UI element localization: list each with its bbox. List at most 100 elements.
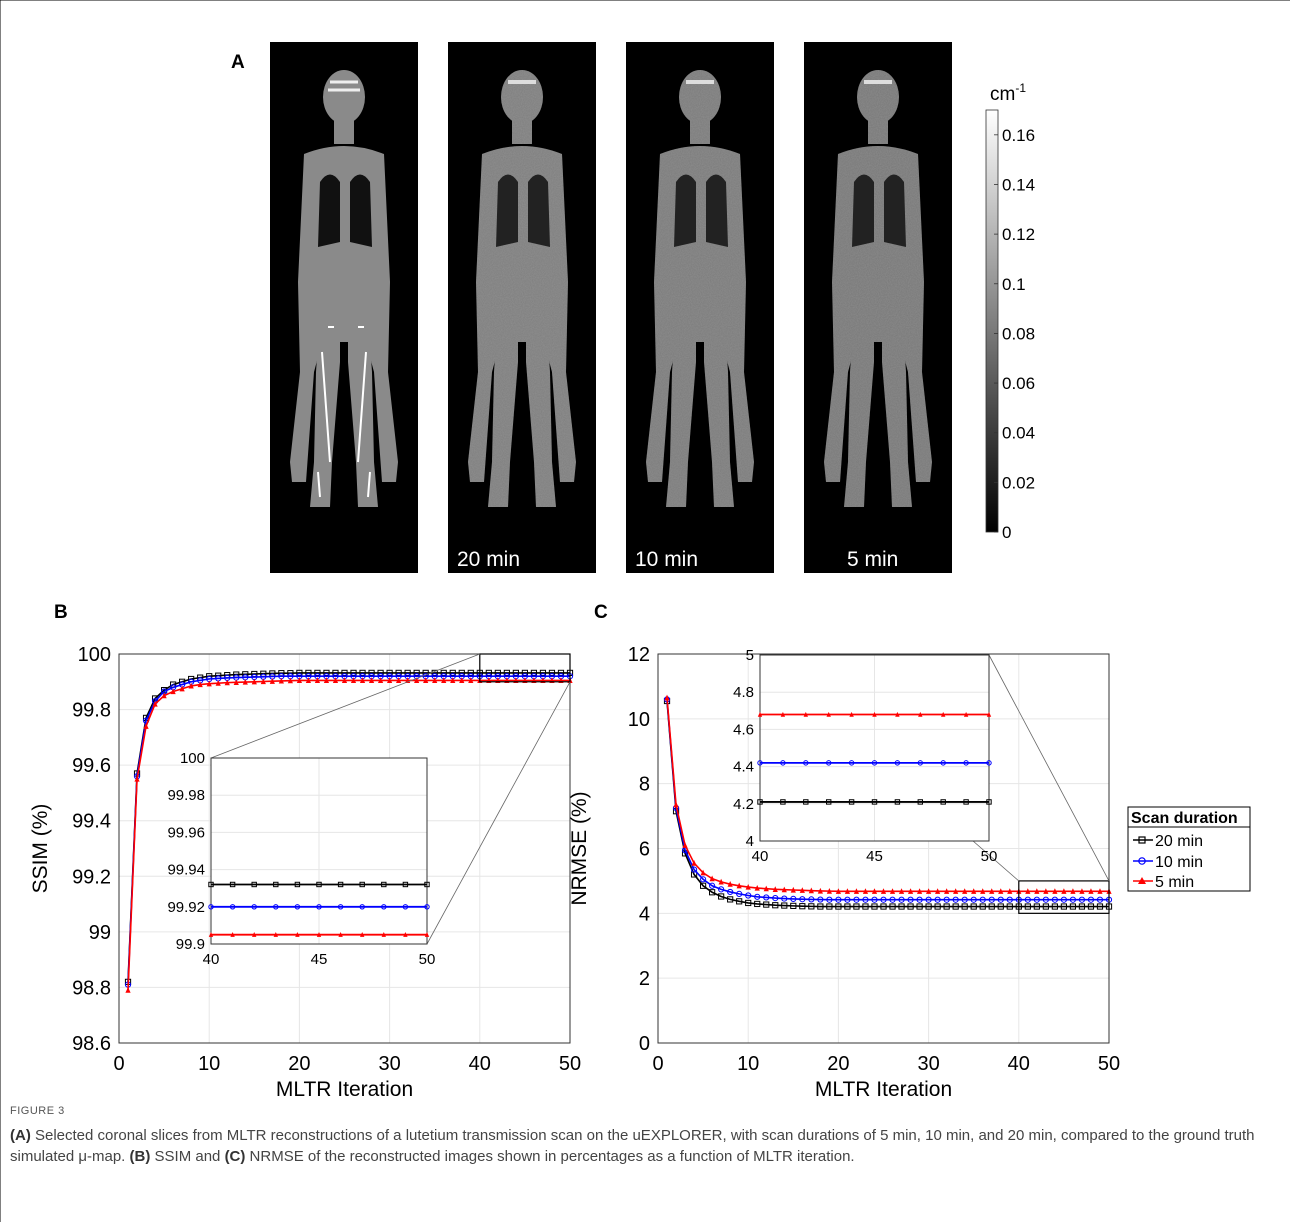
data-point xyxy=(727,888,734,896)
data-point xyxy=(898,903,905,910)
x-tick-label: 10 xyxy=(737,1053,759,1075)
data-point xyxy=(341,677,348,683)
data-point xyxy=(871,760,878,766)
data-point xyxy=(961,896,968,903)
y-tick-label: 12 xyxy=(628,644,650,666)
data-point xyxy=(826,888,832,894)
y-tick-label: 99.8 xyxy=(72,700,111,722)
y-tick-label: 2 xyxy=(639,968,650,990)
data-point xyxy=(1006,896,1013,903)
data-point xyxy=(817,887,823,894)
x-axis-label: MLTR Iteration xyxy=(276,1078,413,1101)
data-point xyxy=(757,799,763,805)
legend-entry-20-min: 20 min xyxy=(1133,833,1203,850)
data-point xyxy=(889,896,896,903)
data-point xyxy=(360,932,365,937)
data-point xyxy=(862,896,869,903)
data-point xyxy=(986,711,992,717)
data-point xyxy=(1007,888,1013,894)
data-point xyxy=(402,904,409,910)
data-point xyxy=(242,678,248,685)
inset-border xyxy=(210,757,428,945)
data-point xyxy=(1088,888,1094,894)
data-point xyxy=(926,888,932,894)
inset-y-tick-label: 99.9 xyxy=(176,936,205,953)
data-point xyxy=(961,903,968,910)
colorbar-unit: cm-1 xyxy=(990,81,1026,105)
image-label-2: 10 min xyxy=(635,548,698,571)
data-point xyxy=(907,888,914,894)
data-point xyxy=(700,882,707,889)
data-point xyxy=(952,896,959,903)
data-point xyxy=(880,896,887,903)
data-point xyxy=(780,760,786,766)
data-point xyxy=(278,677,284,684)
panel-a-images: 20 min 10 min 5 min xyxy=(270,42,952,573)
data-point xyxy=(889,888,896,894)
data-point xyxy=(835,888,841,894)
data-point xyxy=(432,677,438,683)
series-line-5-min xyxy=(127,679,570,991)
data-point xyxy=(359,881,365,888)
x-tick-label: 30 xyxy=(917,1053,939,1075)
panel-letter-b: B xyxy=(54,602,68,623)
plot-border xyxy=(657,653,1110,1044)
data-point xyxy=(294,881,301,888)
data-point xyxy=(826,760,832,766)
data-point xyxy=(230,932,235,937)
data-point xyxy=(287,677,293,684)
data-point xyxy=(718,886,725,893)
data-point xyxy=(208,881,214,888)
series-line-10-min xyxy=(127,675,570,985)
data-point xyxy=(179,685,185,692)
inset-y-tick-label: 100 xyxy=(180,750,205,767)
data-point xyxy=(916,903,923,910)
data-point xyxy=(970,896,977,903)
data-point xyxy=(970,903,977,910)
data-point xyxy=(880,903,887,910)
data-point xyxy=(871,903,878,910)
data-point xyxy=(907,903,914,910)
colorbar-ticks: 0.16 0.14 0.12 0.1 0.08 0.06 0.04 0.02 0 xyxy=(994,126,1035,542)
data-point xyxy=(134,775,140,782)
data-point xyxy=(273,932,278,937)
data-point xyxy=(215,680,221,686)
series-line-10-min xyxy=(666,699,1109,901)
data-point xyxy=(152,700,158,707)
y-tick-label: 6 xyxy=(639,839,650,861)
data-point xyxy=(424,932,430,937)
data-point xyxy=(907,896,914,903)
y-tick-label: 99.6 xyxy=(72,755,111,777)
data-point xyxy=(817,903,824,910)
data-point xyxy=(736,898,743,905)
data-point xyxy=(853,896,860,903)
inset-y-tick-label: 99.98 xyxy=(167,787,205,804)
data-point xyxy=(803,711,808,717)
y-tick-label: 10 xyxy=(628,709,650,731)
data-point xyxy=(682,842,688,848)
data-point xyxy=(963,760,969,766)
inset-y-tick-label: 4.8 xyxy=(733,684,754,701)
data-point xyxy=(690,866,698,873)
data-point xyxy=(188,682,194,689)
data-point xyxy=(826,896,833,903)
y-tick-label: 98.6 xyxy=(72,1033,111,1055)
data-point xyxy=(826,711,831,717)
data-point xyxy=(935,888,941,894)
data-point xyxy=(664,694,670,701)
data-point xyxy=(1060,896,1068,903)
data-point xyxy=(941,711,946,717)
data-point xyxy=(1069,896,1077,903)
colorbar-tick-label: 0.12 xyxy=(1002,225,1035,244)
data-point xyxy=(754,884,760,891)
data-point xyxy=(1042,896,1049,903)
data-point xyxy=(316,881,322,888)
data-point xyxy=(691,859,697,866)
colorbar: cm-1 0.16 0.14 0.12 0.1 0.08 0.06 0.04 0.02 0 xyxy=(985,81,1035,542)
data-point xyxy=(808,896,815,903)
data-point xyxy=(260,678,266,685)
data-point xyxy=(963,799,969,805)
y-tick-label: 8 xyxy=(639,774,650,796)
data-point xyxy=(925,896,932,903)
data-point xyxy=(332,677,339,683)
